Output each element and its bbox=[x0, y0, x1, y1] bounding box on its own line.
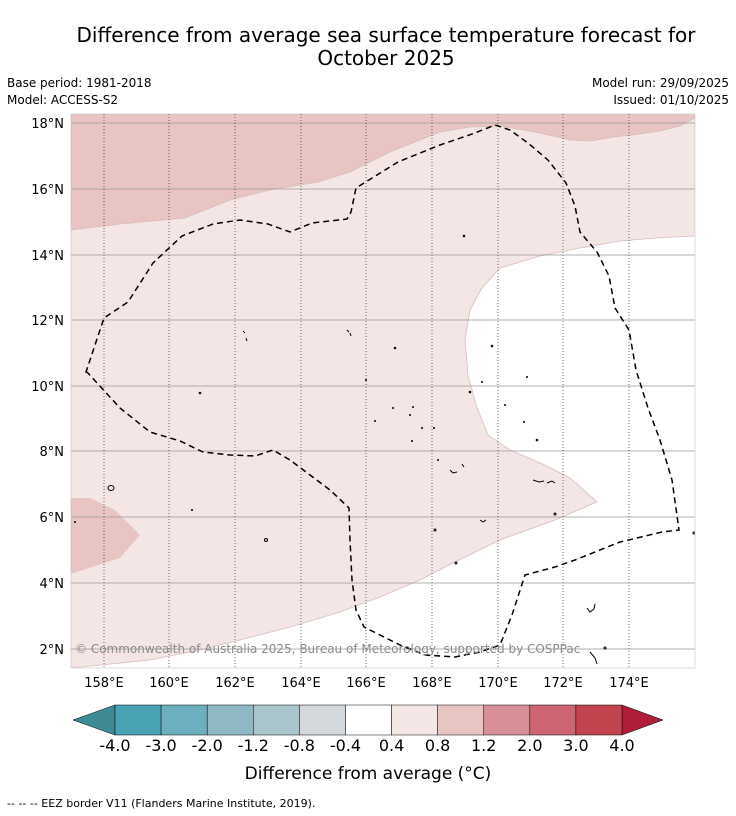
longitude-gridlines bbox=[103, 114, 630, 668]
lon-label: 164°E bbox=[281, 676, 321, 691]
map-area: © Commonwealth of Australia 2025, Bureau… bbox=[71, 114, 695, 668]
colorbar-tick-label: 4.0 bbox=[609, 736, 634, 755]
colorbar-tick-label: -4.0 bbox=[99, 736, 130, 755]
lat-label: 12°N bbox=[31, 314, 64, 329]
colorbar-arrow-low bbox=[72, 704, 116, 736]
lat-label: 2°N bbox=[40, 643, 65, 658]
colorbar-tick-label: -0.8 bbox=[284, 736, 315, 755]
colorbar-cell bbox=[391, 704, 438, 736]
colorbar-cell bbox=[437, 704, 484, 736]
colorbar-title: Difference from average (°C) bbox=[244, 764, 492, 784]
lat-label: 14°N bbox=[31, 249, 64, 264]
lon-label: 168°E bbox=[412, 676, 452, 691]
colorbar-tick-label: -3.0 bbox=[145, 736, 176, 755]
colorbar-cell bbox=[114, 704, 162, 736]
lon-label: 172°E bbox=[543, 676, 583, 691]
colorbar-tick-label: -2.0 bbox=[192, 736, 223, 755]
colorbar-cell bbox=[575, 704, 623, 736]
lat-label: 10°N bbox=[31, 380, 64, 395]
colorbar-tick-label: 2.0 bbox=[517, 736, 542, 755]
colorbar-tick-label: 3.0 bbox=[563, 736, 588, 755]
colorbar-cell bbox=[253, 704, 300, 736]
colorbar-tick-label: 0.4 bbox=[379, 736, 404, 755]
issued-date: Issued: 01/10/2025 bbox=[613, 93, 729, 107]
colorbar-cell bbox=[345, 704, 392, 736]
colorbar-tick-label: 1.2 bbox=[471, 736, 496, 755]
lon-label: 158°E bbox=[84, 676, 124, 691]
chart-title-line2: October 2025 bbox=[317, 46, 455, 70]
model-name: Model: ACCESS-S2 bbox=[7, 93, 119, 107]
copyright-notice: © Commonwealth of Australia 2025, Bureau… bbox=[75, 642, 580, 656]
lat-label: 4°N bbox=[40, 577, 65, 592]
lon-label: 160°E bbox=[149, 676, 189, 691]
base-period: Base period: 1981-2018 bbox=[7, 76, 152, 90]
colorbar-cell bbox=[160, 704, 208, 736]
lon-label: 170°E bbox=[478, 676, 518, 691]
colorbar-tick-label: -0.4 bbox=[330, 736, 361, 755]
colorbar-tick-label: 0.8 bbox=[425, 736, 450, 755]
anomaly-region-near-average bbox=[71, 236, 695, 668]
lon-label: 166°E bbox=[346, 676, 386, 691]
colorbar-arrow-high bbox=[621, 704, 664, 736]
eez-border bbox=[84, 124, 680, 658]
eez-legend: -- -- -- EEZ border V11 (Flanders Marine… bbox=[7, 797, 316, 810]
colorbar-cell bbox=[483, 704, 531, 736]
longitude-labels: 158°E 160°E 162°E 164°E 166°E 168°E 170°… bbox=[84, 676, 649, 691]
colorbar: -4.0 -3.0 -2.0 -1.2 -0.8 -0.4 0.4 0.8 1.2 2.0 3.0 4… bbox=[72, 704, 664, 755]
colorbar-cell bbox=[206, 704, 254, 736]
latitude-labels: 18°N 16°N 14°N 12°N 10°N 8°N 6°N 4°N 2°N bbox=[31, 117, 64, 658]
colorbar-tick-label: -1.2 bbox=[238, 736, 269, 755]
lon-label: 174°E bbox=[609, 676, 649, 691]
chart-title-line1: Difference from average sea surface temp… bbox=[76, 23, 696, 47]
latitude-gridlines bbox=[71, 122, 695, 650]
islands bbox=[74, 234, 695, 665]
colorbar-cell bbox=[529, 704, 577, 736]
lat-label: 18°N bbox=[31, 117, 64, 132]
colorbar-cell bbox=[299, 704, 346, 736]
lat-label: 16°N bbox=[31, 183, 64, 198]
lat-label: 6°N bbox=[40, 511, 65, 526]
model-run: Model run: 29/09/2025 bbox=[591, 76, 729, 90]
lat-label: 8°N bbox=[40, 445, 65, 460]
lon-label: 162°E bbox=[215, 676, 255, 691]
